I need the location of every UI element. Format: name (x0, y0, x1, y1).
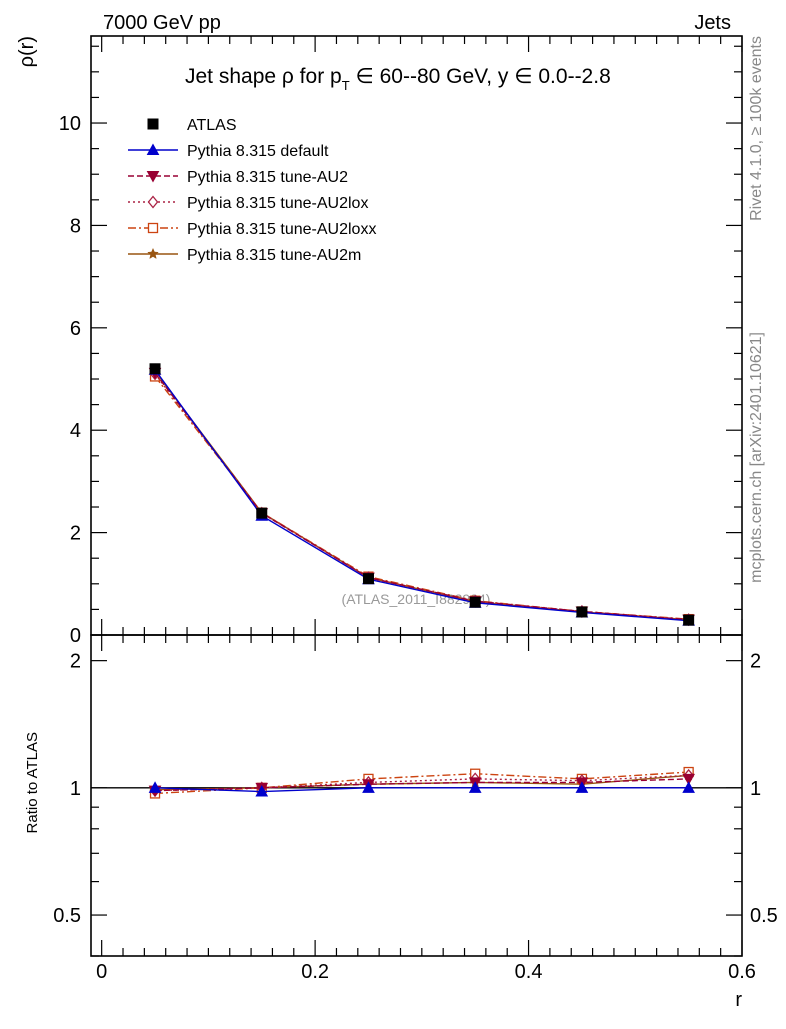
legend-entry: ATLAS (147, 117, 237, 134)
ratio-data-point (682, 781, 695, 793)
ratio-y-tick-label: 1 (70, 778, 81, 800)
main-y-ticks: 0 2 4 6 8 10 (59, 45, 742, 647)
main-y-tick-label: 2 (70, 523, 81, 545)
legend-label: ATLAS (187, 117, 237, 134)
process-label: Jets (694, 12, 731, 34)
rivet-version-label: Rivet 4.1.0, ≥ 100k events (748, 36, 765, 221)
legend-marker (147, 222, 159, 234)
data-point (149, 363, 161, 375)
data-point (256, 507, 268, 519)
plot-title-suffix: ∈ 60--80 GeV, y ∈ 0.0--2.8 (350, 65, 611, 88)
ratio-y-tick-label: 2 (70, 651, 81, 673)
ratio-series-line (155, 787, 689, 793)
legend-label: Pythia 8.315 tune-AU2m (187, 247, 361, 264)
main-y-tick-label: 8 (70, 215, 81, 237)
x-tick-label: 0.6 (728, 961, 756, 983)
ratio-y-tick-label-right: 2 (750, 651, 761, 673)
legend: ATLAS Pythia 8.315 default Pythia 8.315 tu… (128, 117, 376, 264)
mcplots-label: mcplots.cern.ch [arXiv:2401.10621] (748, 332, 765, 583)
ratio-data-point (575, 781, 589, 793)
main-y-tick-label: 10 (59, 113, 81, 135)
legend-marker (146, 143, 160, 155)
main-series-group (148, 363, 695, 627)
ratio-data-point (682, 773, 695, 786)
legend-marker (146, 171, 160, 183)
legend-marker (147, 118, 159, 130)
legend-label: Pythia 8.315 tune-AU2 (187, 169, 348, 186)
ratio-data-point (468, 781, 482, 793)
ratio-data-point (362, 781, 375, 793)
legend-label: Pythia 8.315 tune-AU2lox (187, 195, 368, 212)
main-y-tick-label: 4 (70, 420, 81, 442)
ratio-series-line (154, 771, 689, 795)
series-line (154, 369, 689, 622)
ratio-y-tick-label-right: 1 (750, 778, 761, 800)
plot-title-prefix: Jet shape ρ for p (185, 65, 342, 88)
legend-entry: Pythia 8.315 tune-AU2lox (128, 195, 368, 212)
ratio-series-pythia-8-315-default (148, 781, 695, 797)
ratio-data-point (255, 785, 269, 797)
main-y-axis-label: ρ(r) (16, 36, 38, 67)
ratio-y-tick-label-right: 0.5 (750, 905, 778, 927)
data-point (469, 596, 481, 608)
ratio-y-axis-label: Ratio to ATLAS (24, 732, 41, 833)
ratio-series-group (148, 766, 695, 799)
x-tick-label: 0.2 (301, 961, 329, 983)
plot-title-sub: T (342, 78, 350, 93)
legend-label: Pythia 8.315 default (187, 143, 329, 160)
legend-marker (147, 247, 159, 259)
plot-title: Jet shape ρ for pT ∈ 60--80 GeV, y ∈ 0.0… (185, 65, 611, 93)
main-y-tick-label: 0 (70, 625, 81, 647)
legend-marker (147, 195, 159, 209)
series-line (154, 372, 689, 621)
series-atlas (149, 363, 695, 626)
ratio-y-tick-label: 0.5 (53, 905, 81, 927)
ratio-series-line (155, 778, 689, 792)
main-y-tick-label: 6 (70, 318, 81, 340)
data-point (576, 606, 588, 618)
legend-entry: Pythia 8.315 tune-AU2 (128, 169, 348, 186)
x-tick-label: 0 (96, 961, 107, 983)
data-point (683, 614, 695, 626)
x-tick-label: 0.4 (515, 961, 543, 983)
analysis-watermark: (ATLAS_2011_I882984) (342, 591, 491, 607)
data-point (362, 573, 374, 585)
legend-entry: Pythia 8.315 tune-AU2m (128, 247, 361, 264)
legend-entry: Pythia 8.315 default (128, 143, 329, 160)
legend-entry: Pythia 8.315 tune-AU2loxx (128, 221, 376, 238)
ratio-data-point (148, 781, 162, 793)
legend-label: Pythia 8.315 tune-AU2loxx (187, 221, 376, 238)
x-axis-label: r (735, 989, 742, 1011)
x-ticks: 0 0.2 0.4 0.6 (96, 36, 756, 983)
collision-label: 7000 GeV pp (103, 12, 221, 34)
ratio-plot-frame (90, 634, 743, 957)
